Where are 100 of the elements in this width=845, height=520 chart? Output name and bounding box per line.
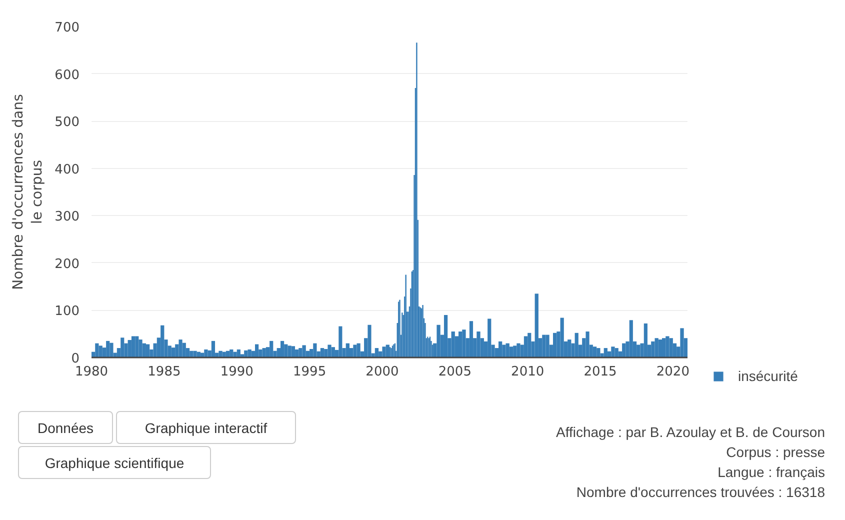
bar [516,343,520,358]
bar [629,320,633,358]
bar [462,330,466,358]
bar [190,350,194,358]
bar [654,338,658,358]
bar [604,348,608,358]
x-tick-label: 2000 [366,364,399,380]
bar [476,331,480,358]
bar [106,340,110,358]
y-tick-label: 400 [54,162,80,178]
bar [338,326,342,358]
bar [356,343,360,358]
bar [386,344,390,358]
text: Nombre d'occurrences trouvées : 16318 [576,483,825,502]
bar [178,340,182,358]
bar [236,349,240,358]
bar [574,332,578,358]
bar [436,324,440,358]
bar [662,338,666,358]
bar [444,314,448,358]
x-tick-label: 2020 [656,364,690,380]
bar [120,338,124,358]
y-tick-label: 100 [54,304,80,320]
y-tick-label: 500 [54,115,80,130]
bar [110,342,114,358]
bar [128,340,132,358]
bar [546,334,550,358]
bar [262,348,266,358]
bar [302,345,306,358]
bar [328,344,332,358]
bar [291,346,296,358]
bar [552,332,557,358]
bar [666,336,670,358]
bar [560,318,564,358]
bar [95,343,99,358]
bar [353,344,357,358]
bar [171,348,176,358]
y-tick-label: 600 [54,68,80,83]
bar [138,340,142,358]
bar [568,340,572,358]
bar [142,343,146,358]
bar [458,331,462,358]
text: Langue : français [718,463,825,482]
bar [596,348,600,358]
bar [131,336,136,358]
bar [651,341,655,358]
bar [451,331,455,358]
bar [346,343,350,358]
x-tick-label: 1995 [293,364,326,380]
bar [248,349,252,358]
bar [270,340,274,358]
bar [528,332,532,358]
y-tick-label: 300 [54,210,80,225]
bar [233,352,237,358]
bar [211,340,216,358]
bar [488,318,492,358]
text: Données [18,411,113,444]
bar [324,348,328,358]
bar [611,346,615,358]
bar [182,342,186,358]
text: Graphique scientifique [18,446,211,479]
bar [368,324,372,358]
bar [331,347,335,358]
x-tick-label: 1980 [74,364,108,380]
x-tick-label: 1985 [148,364,181,380]
bar [469,321,474,358]
bar [146,344,150,358]
bar [254,344,259,358]
bar [636,344,640,358]
bar [218,350,222,358]
bar [320,348,324,358]
text: Affichage : par B. Azoulay et B. de Courson [556,423,825,442]
bar [542,334,546,358]
bar [98,346,102,358]
x-tick-label: 2015 [584,364,617,380]
bar [513,346,517,358]
y-tick-label: 200 [54,256,80,272]
y-tick-label: 0 [71,352,80,366]
bar [669,338,673,358]
bar [135,336,139,358]
bar [622,343,626,358]
bar [502,344,506,358]
bar [160,325,164,358]
bar [280,340,284,358]
bar [284,344,288,358]
bar [524,336,528,358]
legend-label: insécurité [738,368,798,384]
bar [382,346,386,358]
y-tick-label: 700 [54,20,80,36]
bar [644,323,648,358]
bar [534,294,538,358]
bar [298,348,302,358]
bar [614,348,618,358]
x-tick-label: 2005 [438,364,472,380]
x-tick-label: 2010 [511,364,544,380]
bar [509,346,514,358]
y-axis-title: Nombre d'occurrences dans le corpus [10,94,46,290]
bar [295,349,299,358]
bar [204,349,208,358]
bar [288,346,292,358]
